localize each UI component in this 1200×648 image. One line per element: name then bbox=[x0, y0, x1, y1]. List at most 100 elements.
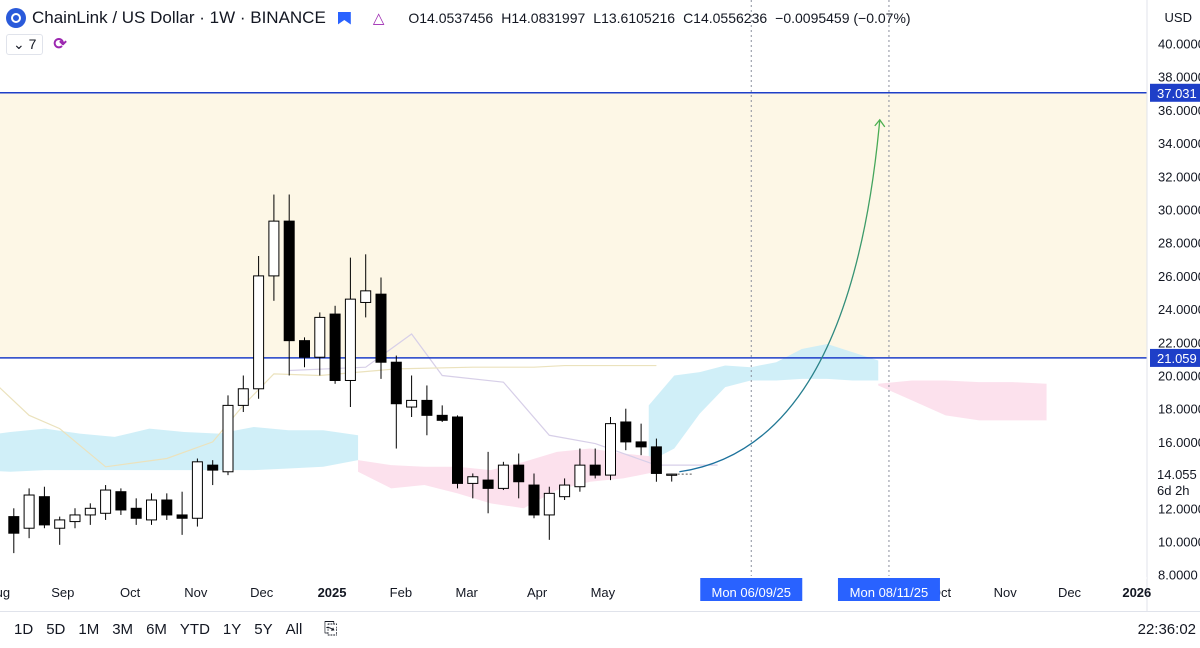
candle bbox=[253, 255, 265, 399]
go-to-date-icon[interactable]: ⎘ bbox=[324, 619, 338, 638]
indicators-collapse-button[interactable]: ⌄ 7 bbox=[6, 33, 44, 55]
range-button[interactable]: 3M bbox=[112, 621, 134, 638]
candle bbox=[344, 257, 356, 408]
candle-body bbox=[574, 464, 586, 488]
change-value: −0.0095459 (−0.07%) bbox=[775, 10, 911, 26]
price-axis[interactable]: 40.0000 38.0000 36.0000 34.0000 32.0000 30.00… bbox=[1150, 37, 1200, 583]
cloud-bullish bbox=[648, 343, 879, 462]
candle bbox=[559, 478, 571, 500]
range-button[interactable]: 1M bbox=[78, 621, 100, 638]
candle bbox=[528, 473, 540, 519]
cloud-bullish bbox=[0, 426, 359, 472]
candle bbox=[329, 305, 341, 384]
symbol-header: ChainLink / US Dollar · 1W · BINANCE △ O… bbox=[6, 6, 919, 30]
price-tick-label: 8.0000 bbox=[1158, 568, 1198, 583]
candle-body bbox=[253, 275, 265, 390]
candle bbox=[497, 461, 509, 491]
candle bbox=[360, 254, 372, 318]
range-button[interactable]: YTD bbox=[179, 621, 210, 638]
flag-icon[interactable] bbox=[337, 11, 351, 25]
price-tick-label: 26.0000 bbox=[1158, 269, 1200, 284]
chainlink-logo-icon bbox=[6, 8, 26, 28]
range-button[interactable]: 5Y bbox=[254, 621, 273, 638]
candle bbox=[161, 493, 173, 520]
candle bbox=[146, 493, 157, 525]
candle-body bbox=[69, 514, 81, 523]
time-tick-label: Dec bbox=[1058, 585, 1082, 600]
time-tick-label: Oct bbox=[120, 585, 141, 600]
price-chart[interactable]: 40.0000 38.0000 36.0000 34.0000 32.0000 30.00… bbox=[0, 0, 1200, 611]
candle bbox=[23, 488, 35, 539]
candle-body bbox=[360, 290, 372, 303]
refresh-icon[interactable]: ⟳ bbox=[53, 36, 67, 53]
candle-body bbox=[467, 476, 479, 484]
candle-body bbox=[436, 414, 448, 421]
candle-body bbox=[666, 473, 678, 476]
candle bbox=[574, 448, 586, 492]
open-value: O14.0537456 bbox=[408, 10, 494, 26]
time-tick-label: 2025 bbox=[318, 585, 347, 600]
horizontal-line-price-tag[interactable] bbox=[1150, 348, 1200, 367]
candle-body bbox=[130, 507, 142, 519]
candle-body bbox=[543, 492, 555, 516]
candle bbox=[605, 417, 616, 481]
price-tick-label: 28.0000 bbox=[1158, 236, 1200, 251]
range-button[interactable]: 1Y bbox=[222, 621, 242, 638]
candle bbox=[543, 486, 555, 540]
candle-body bbox=[100, 489, 112, 514]
time-tick-label: Sep bbox=[51, 585, 74, 600]
time-tick-label: Dec bbox=[250, 585, 274, 600]
candle-body bbox=[176, 514, 188, 519]
candle-body bbox=[161, 499, 173, 516]
candle bbox=[513, 453, 525, 499]
date-marker-lines bbox=[750, 0, 890, 576]
currency-label[interactable]: USD bbox=[1164, 10, 1192, 25]
candle bbox=[130, 498, 142, 525]
price-tick-label: 24.0000 bbox=[1158, 302, 1200, 317]
symbol-title[interactable]: ChainLink / US Dollar · 1W · BINANCE bbox=[32, 8, 326, 27]
candle bbox=[589, 448, 601, 479]
candle bbox=[375, 277, 387, 379]
horizontal-line-price-label: 21.059 bbox=[1157, 351, 1197, 366]
cloud-bearish bbox=[878, 380, 1047, 421]
candle-body bbox=[268, 220, 280, 277]
range-buttons: 1D 5D 1M 3M 6M YTD 1Y 5Y All bbox=[14, 621, 315, 638]
clock[interactable]: 22:36:02 bbox=[1137, 621, 1196, 638]
candle bbox=[8, 508, 20, 554]
price-tick-label: 40.0000 bbox=[1158, 37, 1200, 52]
time-axis[interactable]: AugSepOctNovDec2025FebMarAprMayJulpOctNo… bbox=[0, 577, 1151, 601]
candle bbox=[69, 508, 81, 529]
candle-body bbox=[559, 484, 571, 498]
price-tick-label: 32.0000 bbox=[1158, 169, 1200, 184]
price-tick-label: 36.0000 bbox=[1158, 103, 1200, 118]
share-icon[interactable]: △ bbox=[372, 10, 385, 27]
candle-body bbox=[8, 516, 20, 534]
ohlc-values: O14.0537456 H14.0831997 L13.6105216 C14.055… bbox=[408, 10, 918, 26]
range-button[interactable]: All bbox=[285, 621, 303, 638]
candle bbox=[222, 395, 234, 476]
candle-body bbox=[344, 298, 356, 381]
range-button[interactable]: 6M bbox=[146, 621, 167, 638]
candle bbox=[467, 473, 479, 499]
candle-body bbox=[482, 479, 494, 489]
time-tick-label: Apr bbox=[527, 585, 548, 600]
candle bbox=[54, 516, 66, 545]
candle-body bbox=[528, 484, 540, 516]
date-marker-tag[interactable] bbox=[700, 578, 803, 601]
range-button[interactable]: 5D bbox=[46, 621, 66, 638]
candle bbox=[84, 503, 96, 525]
date-marker-tag[interactable] bbox=[837, 578, 940, 601]
horizontal-lines[interactable] bbox=[0, 92, 1147, 359]
horizontal-line-price-tag[interactable] bbox=[1150, 83, 1200, 102]
low-value: L13.6105216 bbox=[593, 10, 676, 26]
candle-body bbox=[115, 491, 127, 511]
time-tick-label: Aug bbox=[0, 585, 10, 600]
date-marker-label: Mon 08/11/25 bbox=[850, 585, 929, 600]
projection-curve[interactable] bbox=[679, 119, 881, 473]
candle bbox=[452, 415, 463, 489]
candle-body bbox=[620, 421, 632, 443]
candle-body bbox=[650, 446, 662, 474]
projection-arrow[interactable] bbox=[679, 118, 886, 473]
price-tick-label: 38.0000 bbox=[1158, 70, 1200, 85]
range-button[interactable]: 1D bbox=[14, 621, 34, 638]
